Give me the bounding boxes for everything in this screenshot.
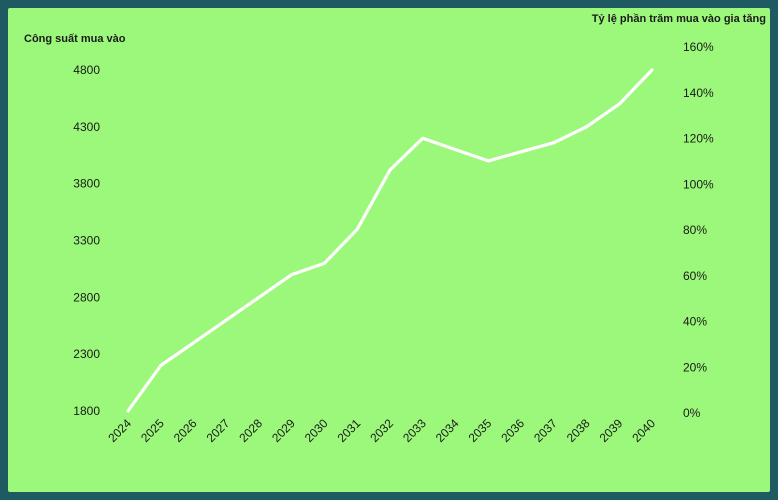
x-tick-label: 2033	[400, 416, 429, 445]
y2-tick-label: 80%	[683, 223, 707, 237]
series-layer	[126, 68, 654, 413]
y2-axis-title: Tỷ lệ phần trăm mua vào gia tăng	[592, 13, 766, 25]
x-tick-label: 2031	[335, 416, 364, 445]
y2-tick-label: 60%	[683, 269, 707, 283]
y2-tick-label: 160%	[683, 40, 714, 54]
x-tick-label: 2039	[597, 416, 626, 445]
y-tick-label: 4300	[73, 120, 100, 134]
y-axis-title: Công suất mua vào	[24, 33, 126, 45]
y2-axis-ticks: 0% 20% 40% 60% 80% 100% 120% 140% 160%	[683, 40, 714, 420]
x-tick-label: 2028	[236, 416, 265, 445]
x-tick-label: 2025	[138, 416, 167, 445]
x-tick-label: 2035	[466, 416, 495, 445]
x-tick-label: 2027	[204, 416, 233, 445]
x-tick-label: 2040	[629, 416, 658, 445]
y-axis-ticks: 1800 2300 2800 3300 3800 4300 4800	[73, 63, 100, 418]
x-tick-label: 2029	[269, 416, 298, 445]
chart-panel	[8, 8, 770, 492]
x-tick-label: 2024	[105, 416, 134, 445]
series-line	[126, 68, 654, 413]
y2-tick-label: 40%	[683, 315, 707, 329]
x-tick-label: 2034	[433, 416, 462, 445]
y2-tick-label: 140%	[683, 86, 714, 100]
y-tick-label: 2300	[73, 347, 100, 361]
x-tick-label: 2036	[498, 416, 527, 445]
x-tick-label: 2037	[531, 416, 560, 445]
y-tick-label: 2800	[73, 290, 100, 304]
y-tick-label: 3300	[73, 234, 100, 248]
x-tick-label: 2030	[302, 416, 331, 445]
y-tick-label: 1800	[73, 404, 100, 418]
y2-tick-label: 20%	[683, 360, 707, 374]
y2-tick-label: 100%	[683, 177, 714, 191]
y-tick-label: 4800	[73, 63, 100, 77]
y-tick-label: 3800	[73, 177, 100, 191]
x-tick-label: 2026	[171, 416, 200, 445]
y2-tick-label: 0%	[683, 406, 701, 420]
x-tick-label: 2038	[564, 416, 593, 445]
x-axis-ticks: 2024 2025 2026 2027 2028 2029 2030 2031 2032 2033…	[105, 416, 658, 445]
y2-tick-label: 120%	[683, 132, 714, 146]
x-tick-label: 2032	[367, 416, 396, 445]
